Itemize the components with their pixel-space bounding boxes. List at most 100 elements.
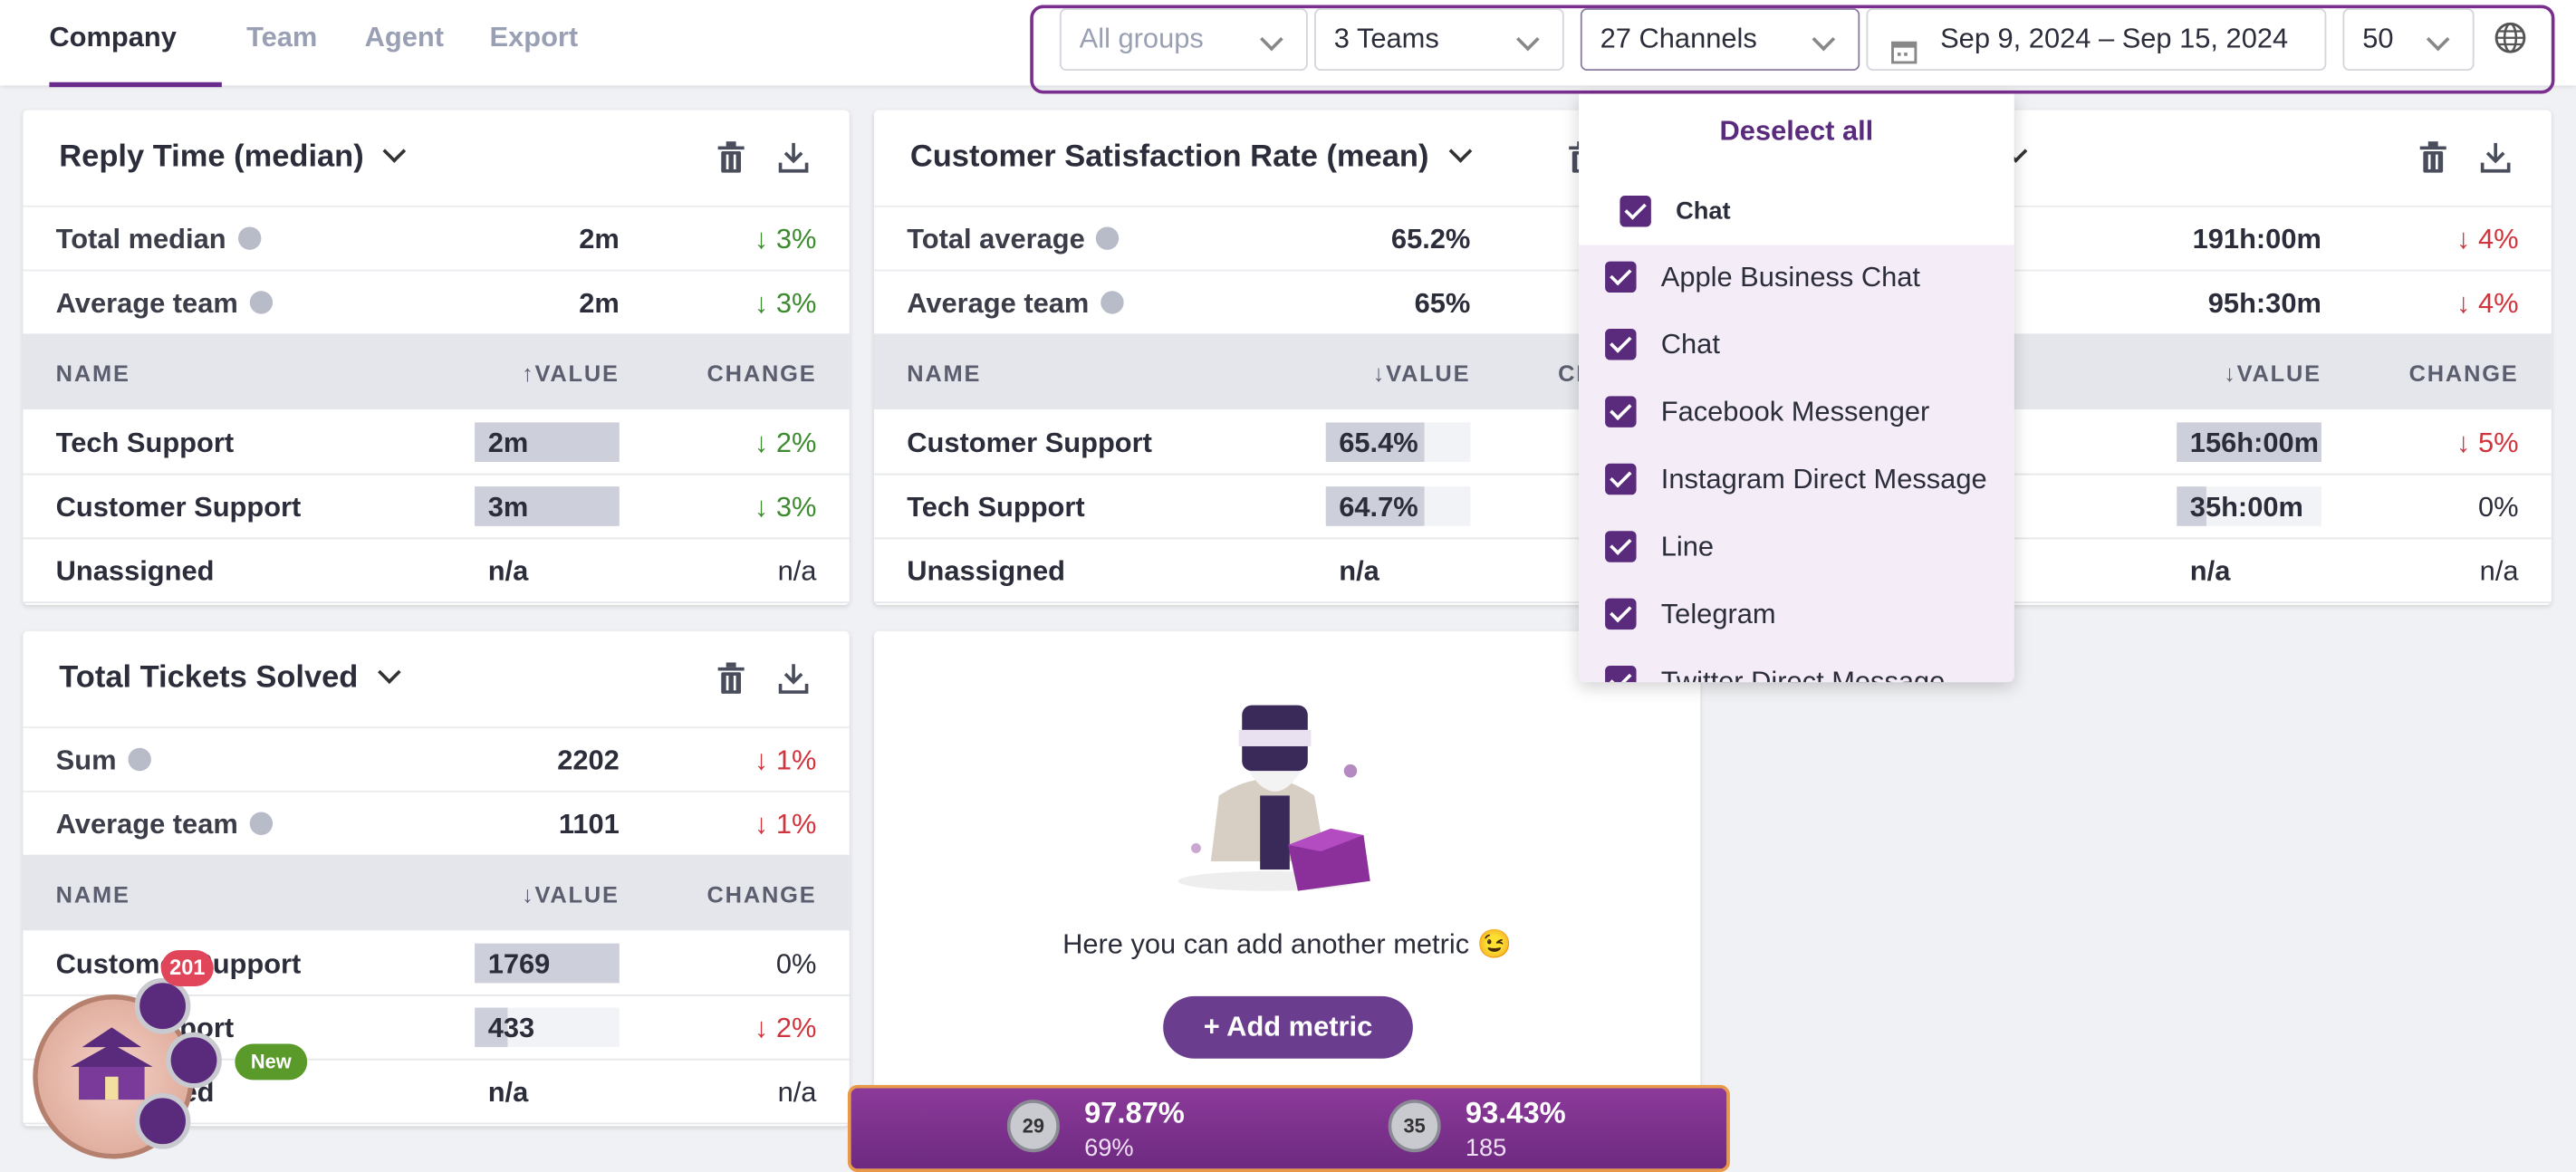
option-label[interactable]: Chat <box>1660 328 1720 360</box>
value-bar <box>1325 486 1425 526</box>
row-divider <box>873 601 1701 604</box>
option-label[interactable]: Telegram <box>1660 598 1776 630</box>
option-label[interactable]: Facebook Messenger <box>1660 396 1930 427</box>
tab[interactable]: Company <box>49 21 177 53</box>
info-icon <box>249 291 274 314</box>
filter-text: 27 Channels <box>1600 23 1757 54</box>
summary-value: 95h:30m <box>2207 287 2321 320</box>
filter-select[interactable]: Sep 9, 2024 – Sep 15, 2024 <box>1866 8 2327 72</box>
metric-card: Total Tickets Solved Sum 2202 ↓ 1% Average t… <box>23 630 850 1127</box>
option-label[interactable]: Twitter Direct Message <box>1660 666 1946 683</box>
row-value: n/a <box>487 1076 529 1109</box>
download-icon[interactable] <box>777 141 810 182</box>
option-label[interactable]: Line <box>1660 531 1715 562</box>
card-title[interactable]: Customer Satisfaction Rate (mean) <box>909 139 1429 175</box>
stat-value: 97.87% <box>1084 1096 1185 1129</box>
card-title[interactable]: Reply Time (median) <box>59 139 364 175</box>
delete-icon[interactable] <box>2418 141 2448 182</box>
add-metric-button[interactable]: + Add metric <box>1163 995 1413 1059</box>
mail-button[interactable] <box>134 977 191 1034</box>
column-header: CHANGE <box>706 360 817 387</box>
deselect-all[interactable]: Deselect all <box>1719 115 1874 147</box>
value-bar <box>2177 486 2206 526</box>
title-chevron[interactable] <box>382 139 407 163</box>
tab[interactable]: Export <box>489 21 579 53</box>
options-bg <box>1579 245 2014 683</box>
option-label[interactable]: Instagram Direct Message <box>1660 463 1987 495</box>
row-value: 64.7% <box>1339 491 1418 524</box>
tab[interactable]: Agent <box>364 21 445 53</box>
title-chevron[interactable] <box>1448 139 1473 163</box>
option-label[interactable]: Apple Business Chat <box>1660 261 1921 293</box>
info-icon <box>128 747 151 772</box>
summary-value: 65% <box>1414 287 1471 320</box>
summary-change: ↓ 4% <box>2456 287 2519 320</box>
chevron <box>1812 27 1836 52</box>
row-divider <box>873 537 1701 540</box>
globe-icon[interactable] <box>2494 22 2526 62</box>
column-header: ↓VALUE <box>1372 360 1471 387</box>
row-value: n/a <box>1339 555 1379 587</box>
checkbox[interactable] <box>1605 463 1637 495</box>
channels-dropdown: Deselect all Chat Apple Business Chat Chat F… <box>1579 93 2014 683</box>
delete-icon[interactable] <box>716 141 746 182</box>
checkbox[interactable] <box>1605 531 1637 562</box>
row-value: 1769 <box>487 948 551 980</box>
table-header <box>873 333 1701 409</box>
add-metric-card: Here you can add another metric 😉 + Add m… <box>873 630 1701 1127</box>
summary-value: 191h:00m <box>2192 223 2321 255</box>
row-name: Tech Support <box>907 491 1085 524</box>
checkbox[interactable] <box>1605 261 1637 293</box>
divider <box>23 790 850 793</box>
checkbox[interactable] <box>1605 598 1637 630</box>
row-value: n/a <box>2189 555 2231 587</box>
card-title[interactable]: Total Tickets Solved <box>59 660 359 696</box>
metric-card: Customer Satisfaction Rate (mean) Total a… <box>873 110 1701 605</box>
checkbox[interactable] <box>1620 195 1651 227</box>
info-icon <box>1095 226 1120 250</box>
summary-label: Total median <box>55 223 226 255</box>
summary-change: ↓ 1% <box>754 808 817 841</box>
row-change: 0% <box>2477 491 2519 524</box>
checkbox[interactable] <box>1605 328 1637 360</box>
column-header: NAME <box>907 360 982 387</box>
row-name: Customer Support <box>55 491 302 524</box>
help-button[interactable] <box>134 1092 191 1149</box>
stat-sub: 69% <box>1084 1134 1134 1163</box>
rank-badge: 35 <box>1388 1100 1441 1153</box>
summary-change: ↓ 4% <box>2456 223 2519 255</box>
checkbox[interactable] <box>1605 396 1637 427</box>
row-name: Unassigned <box>55 555 215 587</box>
download-icon[interactable] <box>777 662 810 703</box>
filter-select[interactable]: 50 <box>2342 8 2475 72</box>
row-name: Tech Support <box>55 427 235 459</box>
helper-widget: 201 New <box>30 950 325 1172</box>
download-icon[interactable] <box>2479 141 2512 182</box>
tab-underline <box>49 82 222 88</box>
table-header <box>23 854 850 931</box>
summary-label: Average team <box>907 287 1090 320</box>
summary-change: ↓ 3% <box>754 223 817 255</box>
filter-text: All groups <box>1079 23 1204 54</box>
row-value: 156h:00m <box>2189 427 2320 459</box>
summary-label: Average team <box>55 287 238 320</box>
filter-select[interactable]: All groups <box>1059 8 1308 72</box>
stats-bar: 29 97.87% 69% 35 93.43% 185 <box>847 1084 1730 1172</box>
settings-button[interactable] <box>166 1032 222 1089</box>
summary-value: 2m <box>579 223 620 255</box>
table-header <box>23 333 850 409</box>
row-divider <box>23 1058 850 1061</box>
title-chevron[interactable] <box>378 660 401 685</box>
checkbox[interactable] <box>1605 666 1637 683</box>
row-value: 2m <box>487 427 529 459</box>
row-change: n/a <box>777 555 817 587</box>
delete-icon[interactable] <box>716 662 746 703</box>
group-label: Chat <box>1676 197 1731 226</box>
tab[interactable]: Team <box>246 21 318 53</box>
filter-select[interactable]: 3 Teams <box>1314 8 1564 72</box>
info-icon <box>238 226 262 250</box>
stat-sub: 185 <box>1465 1134 1507 1163</box>
row-divider <box>23 994 850 996</box>
filter-select[interactable]: 27 Channels <box>1580 8 1860 72</box>
